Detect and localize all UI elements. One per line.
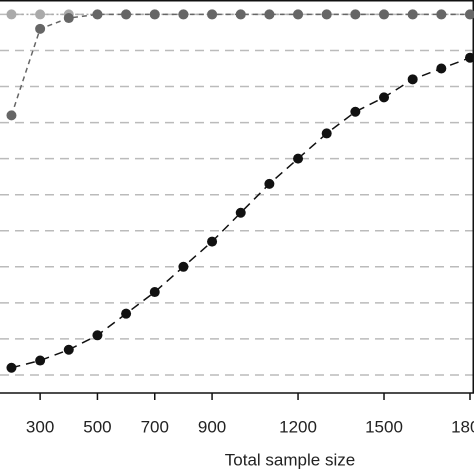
- data-point: [321, 128, 332, 139]
- data-point: [264, 9, 275, 20]
- data-point: [293, 153, 304, 164]
- data-point: [35, 9, 46, 20]
- series-line: [11, 56, 471, 369]
- data-point: [6, 110, 17, 121]
- data-point: [63, 344, 74, 355]
- data-point: [178, 9, 189, 20]
- x-tick-label: 1200: [279, 417, 317, 436]
- x-tick-label: 700: [141, 417, 169, 436]
- data-point: [264, 178, 275, 189]
- x-tick-label: 1500: [365, 417, 403, 436]
- data-point: [121, 9, 132, 20]
- data-point: [293, 9, 304, 20]
- data-point: [321, 9, 332, 20]
- x-tick-label: 500: [83, 417, 111, 436]
- data-point: [63, 13, 74, 24]
- data-point: [436, 9, 447, 20]
- data-point: [207, 9, 218, 20]
- data-point: [92, 9, 103, 20]
- data-point: [35, 355, 46, 366]
- x-tick-label: 1800: [451, 417, 474, 436]
- data-point: [350, 9, 361, 20]
- data-point: [407, 9, 418, 20]
- data-point: [121, 308, 132, 319]
- data-point: [149, 9, 160, 20]
- data-point: [6, 9, 17, 20]
- data-point: [149, 287, 160, 298]
- data-point: [436, 63, 447, 74]
- data-point: [350, 106, 361, 117]
- data-point: [464, 9, 474, 20]
- x-axis-label: Total sample size: [225, 450, 355, 469]
- data-point: [464, 52, 474, 63]
- x-tick-label: 900: [198, 417, 226, 436]
- data-point: [235, 207, 246, 218]
- x-tick-label: 300: [26, 417, 54, 436]
- data-point: [6, 362, 17, 373]
- data-point: [407, 74, 418, 85]
- data-point: [379, 92, 390, 103]
- data-point: [235, 9, 246, 20]
- data-point: [178, 261, 189, 272]
- data-point: [35, 23, 46, 34]
- data-point: [207, 236, 218, 247]
- data-point: [92, 330, 103, 341]
- data-point: [379, 9, 390, 20]
